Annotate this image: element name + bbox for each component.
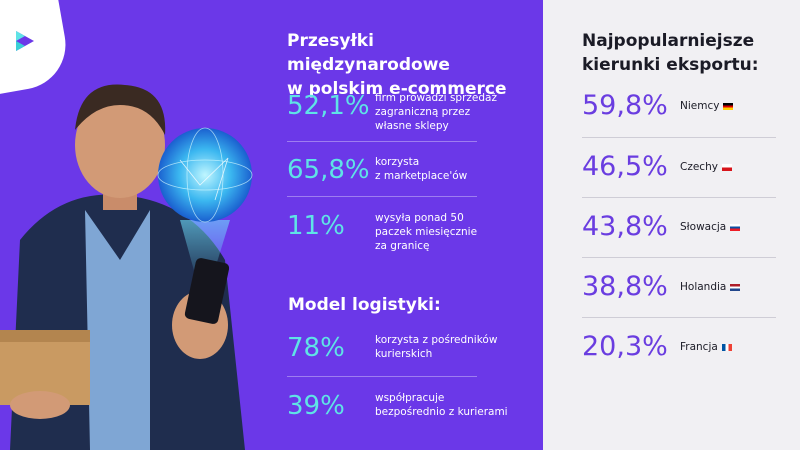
destination-value: 46,5% (582, 151, 668, 182)
stat-description: wysyła ponad 50 paczek miesięcznie za gr… (375, 212, 478, 252)
destination-czechia: 46,5% Czechy (582, 150, 776, 184)
divider (287, 196, 477, 197)
flag-de-icon (723, 102, 734, 110)
stat-description: korzysta z marketplace'ów (375, 156, 468, 182)
divider (582, 137, 776, 138)
stat-description: korzysta z pośredników kurierskich (375, 334, 498, 360)
divider (287, 141, 477, 142)
stat-value: 11% (287, 211, 345, 241)
divider (582, 257, 776, 258)
flag-nl-icon (730, 283, 741, 291)
left-title: Przesyłki międzynarodowe w polskim e-com… (287, 31, 507, 99)
flag-cz-icon (721, 163, 732, 171)
destination-country: Słowacja (680, 221, 727, 233)
flag-sk-icon (730, 223, 741, 231)
stat-direct-couriers: 39% współpracuje bezpośrednio z kurieram… (287, 391, 525, 421)
stat-description: współpracuje bezpośrednio z kurierami (375, 392, 508, 418)
stat-50-parcels: 11% wysyła ponad 50 paczek miesięcznie z… (287, 211, 525, 253)
divider (582, 197, 776, 198)
left-panel: Przesyłki międzynarodowe w polskim e-com… (0, 0, 543, 450)
right-title: Najpopularniejsze kierunki eksportu: (582, 31, 759, 75)
right-panel (543, 0, 800, 450)
destination-country: Francja (680, 341, 718, 353)
stat-value: 52,1% (287, 91, 370, 121)
brand-logo-icon (16, 31, 34, 51)
stat-value: 39% (287, 391, 345, 421)
divider (582, 317, 776, 318)
destination-slovakia: 43,8% Słowacja (582, 210, 776, 244)
destination-country: Czechy (680, 161, 718, 173)
destination-france: 20,3% Francja (582, 330, 776, 364)
stat-description: firm prowadzi sprzedaż zagraniczną przez… (375, 92, 497, 132)
destination-value: 38,8% (582, 271, 668, 302)
stat-value: 65,8% (287, 155, 370, 185)
stat-own-store: 52,1% firm prowadzi sprzedaż zagraniczną… (287, 91, 525, 133)
destination-netherlands: 38,8% Holandia (582, 270, 776, 304)
destination-germany: 59,8% Niemcy (582, 89, 776, 123)
flag-fr-icon (721, 343, 732, 351)
destination-value: 43,8% (582, 211, 668, 242)
model-title: Model logistyki: (288, 295, 441, 315)
stat-value: 78% (287, 333, 345, 363)
destination-country: Holandia (680, 281, 727, 293)
divider (287, 376, 477, 377)
destination-value: 59,8% (582, 90, 668, 121)
stat-courier-brokers: 78% korzysta z pośredników kurierskich (287, 333, 525, 363)
stat-marketplace: 65,8% korzysta z marketplace'ów (287, 155, 525, 185)
destination-country: Niemcy (680, 100, 720, 112)
man-with-phone-illustration (0, 84, 253, 450)
destination-value: 20,3% (582, 331, 668, 362)
